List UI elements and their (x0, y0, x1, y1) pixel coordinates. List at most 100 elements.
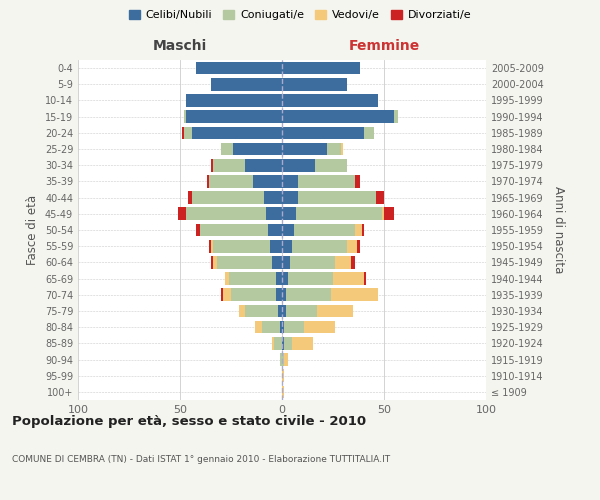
Bar (364, 272, 365, 285)
Bar (192, 126, 282, 139)
Bar (211, 159, 212, 172)
Bar (211, 240, 212, 252)
Bar (274, 337, 282, 349)
Bar (196, 62, 282, 74)
Bar (355, 224, 362, 236)
Bar (284, 321, 304, 334)
Bar (286, 288, 331, 301)
Bar (263, 192, 282, 204)
Bar (188, 192, 192, 204)
Bar (231, 288, 276, 301)
Bar (276, 272, 282, 285)
Bar (294, 224, 355, 236)
Bar (206, 175, 209, 188)
Bar (282, 78, 347, 90)
Bar (282, 272, 288, 285)
Bar (282, 126, 364, 139)
Bar (282, 94, 378, 107)
Bar (282, 256, 290, 268)
Bar (184, 126, 192, 139)
Bar (282, 224, 294, 236)
Bar (262, 321, 280, 334)
Bar (282, 159, 314, 172)
Bar (212, 240, 270, 252)
Bar (282, 240, 292, 252)
Bar (178, 208, 186, 220)
Bar (394, 110, 398, 123)
Bar (239, 304, 245, 318)
Bar (192, 192, 263, 204)
Bar (384, 208, 394, 220)
Bar (355, 175, 359, 188)
Bar (282, 208, 296, 220)
Bar (282, 288, 286, 301)
Bar (282, 304, 286, 318)
Bar (376, 192, 384, 204)
Bar (362, 224, 364, 236)
Bar (272, 256, 282, 268)
Bar (282, 370, 284, 382)
Bar (292, 337, 313, 349)
Bar (347, 240, 358, 252)
Bar (352, 256, 355, 268)
Bar (286, 304, 317, 318)
Bar (280, 353, 282, 366)
Bar (209, 240, 211, 252)
Bar (268, 224, 282, 236)
Bar (278, 304, 282, 318)
Bar (364, 126, 374, 139)
Bar (284, 353, 288, 366)
Bar (221, 142, 233, 156)
Bar (186, 208, 266, 220)
Bar (211, 256, 212, 268)
Bar (331, 288, 378, 301)
Bar (270, 240, 282, 252)
Bar (341, 142, 343, 156)
Bar (212, 159, 245, 172)
Bar (292, 240, 347, 252)
Bar (280, 321, 282, 334)
Bar (253, 175, 282, 188)
Bar (288, 272, 333, 285)
Bar (333, 272, 364, 285)
Bar (327, 142, 341, 156)
Bar (196, 224, 200, 236)
Bar (266, 208, 282, 220)
Bar (209, 175, 253, 188)
Bar (296, 208, 382, 220)
Bar (276, 288, 282, 301)
Bar (256, 321, 262, 334)
Bar (282, 175, 298, 188)
Y-axis label: Anni di nascita: Anni di nascita (552, 186, 565, 274)
Bar (298, 175, 355, 188)
Bar (184, 110, 186, 123)
Bar (272, 337, 274, 349)
Bar (282, 192, 298, 204)
Bar (282, 142, 327, 156)
Bar (290, 256, 335, 268)
Bar (212, 256, 217, 268)
Text: Popolazione per età, sesso e stato civile - 2010: Popolazione per età, sesso e stato civil… (12, 415, 366, 428)
Bar (186, 94, 282, 107)
Bar (314, 159, 347, 172)
Bar (382, 208, 384, 220)
Text: Femmine: Femmine (349, 39, 419, 53)
Bar (217, 256, 272, 268)
Bar (182, 126, 184, 139)
Bar (282, 321, 284, 334)
Bar (211, 78, 282, 90)
Bar (304, 321, 335, 334)
Bar (358, 240, 359, 252)
Bar (245, 304, 278, 318)
Bar (225, 272, 229, 285)
Bar (229, 272, 276, 285)
Text: COMUNE DI CEMBRA (TN) - Dati ISTAT 1° gennaio 2010 - Elaborazione TUTTITALIA.IT: COMUNE DI CEMBRA (TN) - Dati ISTAT 1° ge… (12, 455, 390, 464)
Legend: Celibi/Nubili, Coniugati/e, Vedovi/e, Divorziati/e: Celibi/Nubili, Coniugati/e, Vedovi/e, Di… (124, 6, 476, 25)
Bar (186, 110, 282, 123)
Bar (282, 386, 284, 398)
Bar (233, 142, 282, 156)
Bar (284, 337, 292, 349)
Bar (200, 224, 268, 236)
Bar (221, 288, 223, 301)
Bar (245, 159, 282, 172)
